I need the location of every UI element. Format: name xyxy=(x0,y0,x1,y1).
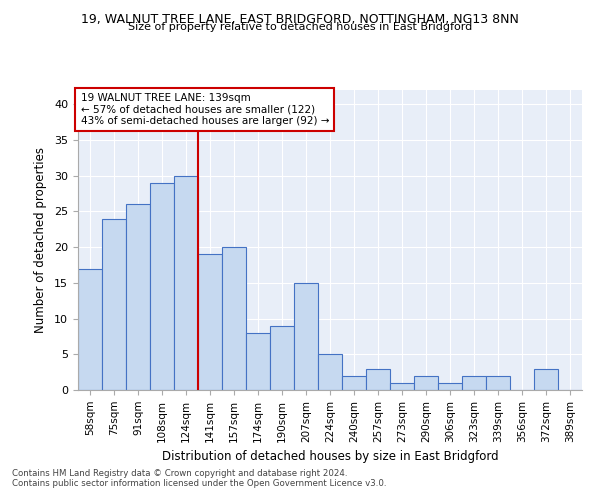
Text: 19 WALNUT TREE LANE: 139sqm
← 57% of detached houses are smaller (122)
43% of se: 19 WALNUT TREE LANE: 139sqm ← 57% of det… xyxy=(80,93,329,126)
Bar xyxy=(414,376,438,390)
Bar xyxy=(390,383,414,390)
Bar xyxy=(294,283,318,390)
Bar xyxy=(222,247,246,390)
X-axis label: Distribution of detached houses by size in East Bridgford: Distribution of detached houses by size … xyxy=(161,450,499,463)
Bar xyxy=(102,218,126,390)
Bar xyxy=(198,254,222,390)
Bar xyxy=(78,268,102,390)
Y-axis label: Number of detached properties: Number of detached properties xyxy=(34,147,47,333)
Bar xyxy=(438,383,462,390)
Bar xyxy=(462,376,486,390)
Bar xyxy=(486,376,510,390)
Bar xyxy=(150,183,174,390)
Bar xyxy=(366,368,390,390)
Text: 19, WALNUT TREE LANE, EAST BRIDGFORD, NOTTINGHAM, NG13 8NN: 19, WALNUT TREE LANE, EAST BRIDGFORD, NO… xyxy=(81,12,519,26)
Text: Contains public sector information licensed under the Open Government Licence v3: Contains public sector information licen… xyxy=(12,478,386,488)
Bar xyxy=(174,176,198,390)
Bar xyxy=(270,326,294,390)
Text: Size of property relative to detached houses in East Bridgford: Size of property relative to detached ho… xyxy=(128,22,472,32)
Bar xyxy=(318,354,342,390)
Text: Contains HM Land Registry data © Crown copyright and database right 2024.: Contains HM Land Registry data © Crown c… xyxy=(12,468,347,477)
Bar xyxy=(126,204,150,390)
Bar xyxy=(534,368,558,390)
Bar xyxy=(342,376,366,390)
Bar xyxy=(246,333,270,390)
